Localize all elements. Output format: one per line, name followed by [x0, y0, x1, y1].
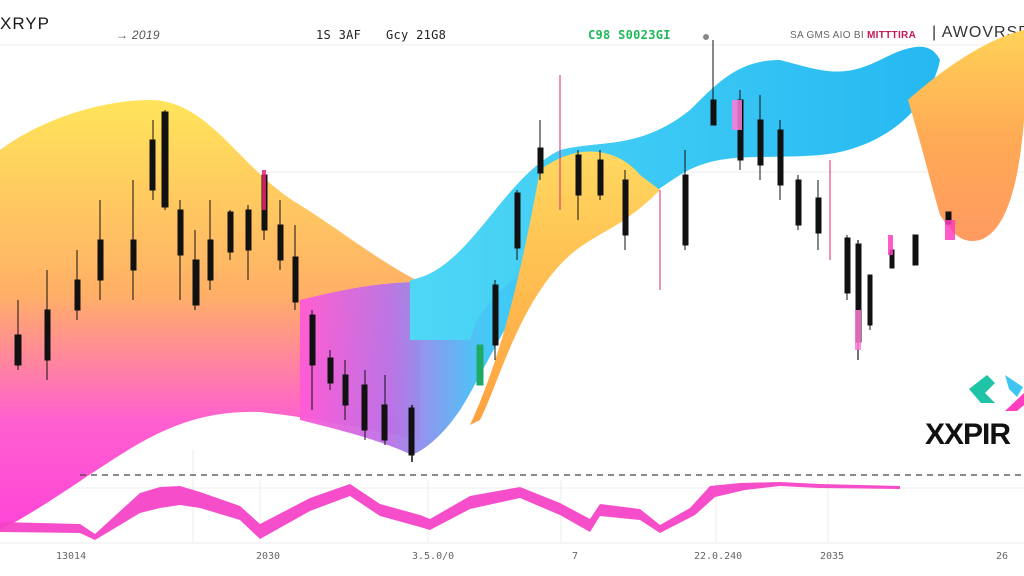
- x-tick-label: 7: [572, 551, 579, 562]
- brand-label: | AWOVRSRUN: [932, 24, 1024, 41]
- logo-text: XXPIR: [925, 418, 1011, 451]
- stat-a: 1S 3AF: [316, 28, 362, 42]
- band-orange: [470, 151, 660, 425]
- band-blue: [410, 46, 940, 340]
- date-range-label[interactable]: → 2019: [116, 28, 160, 42]
- chart-header: XRYP → 2019 1S 3AF Gcy 21G8 C98 S0023GI …: [0, 0, 1024, 48]
- header-right-info: SA GMS AIO BI MITTTIRA: [790, 30, 916, 41]
- x-tick-label: 2030: [256, 551, 281, 562]
- app-title: XRYP: [0, 14, 50, 33]
- xrp-logo-icon: [969, 375, 1024, 411]
- x-tick-label: 22.0.240: [694, 551, 743, 562]
- band-left: [0, 100, 420, 530]
- candle-highlights: [262, 100, 955, 350]
- stat-b: Gcy 21G8: [386, 28, 447, 42]
- x-tick-label: 3.5.0/0: [412, 551, 455, 562]
- x-tick-label: 13014: [56, 551, 87, 562]
- x-tick-label: 26: [996, 551, 1009, 562]
- oscillator-band: [0, 482, 900, 540]
- status-dot-icon: [703, 34, 709, 40]
- x-tick-label: 2035: [820, 551, 845, 562]
- price-value: C98 S0023GI: [588, 28, 671, 42]
- header-right-mark: MITTTIRA: [867, 30, 917, 41]
- header-right-small: SA GMS AIO BI: [790, 30, 864, 41]
- band-right: [908, 30, 1024, 241]
- candlesticks: [14, 40, 952, 462]
